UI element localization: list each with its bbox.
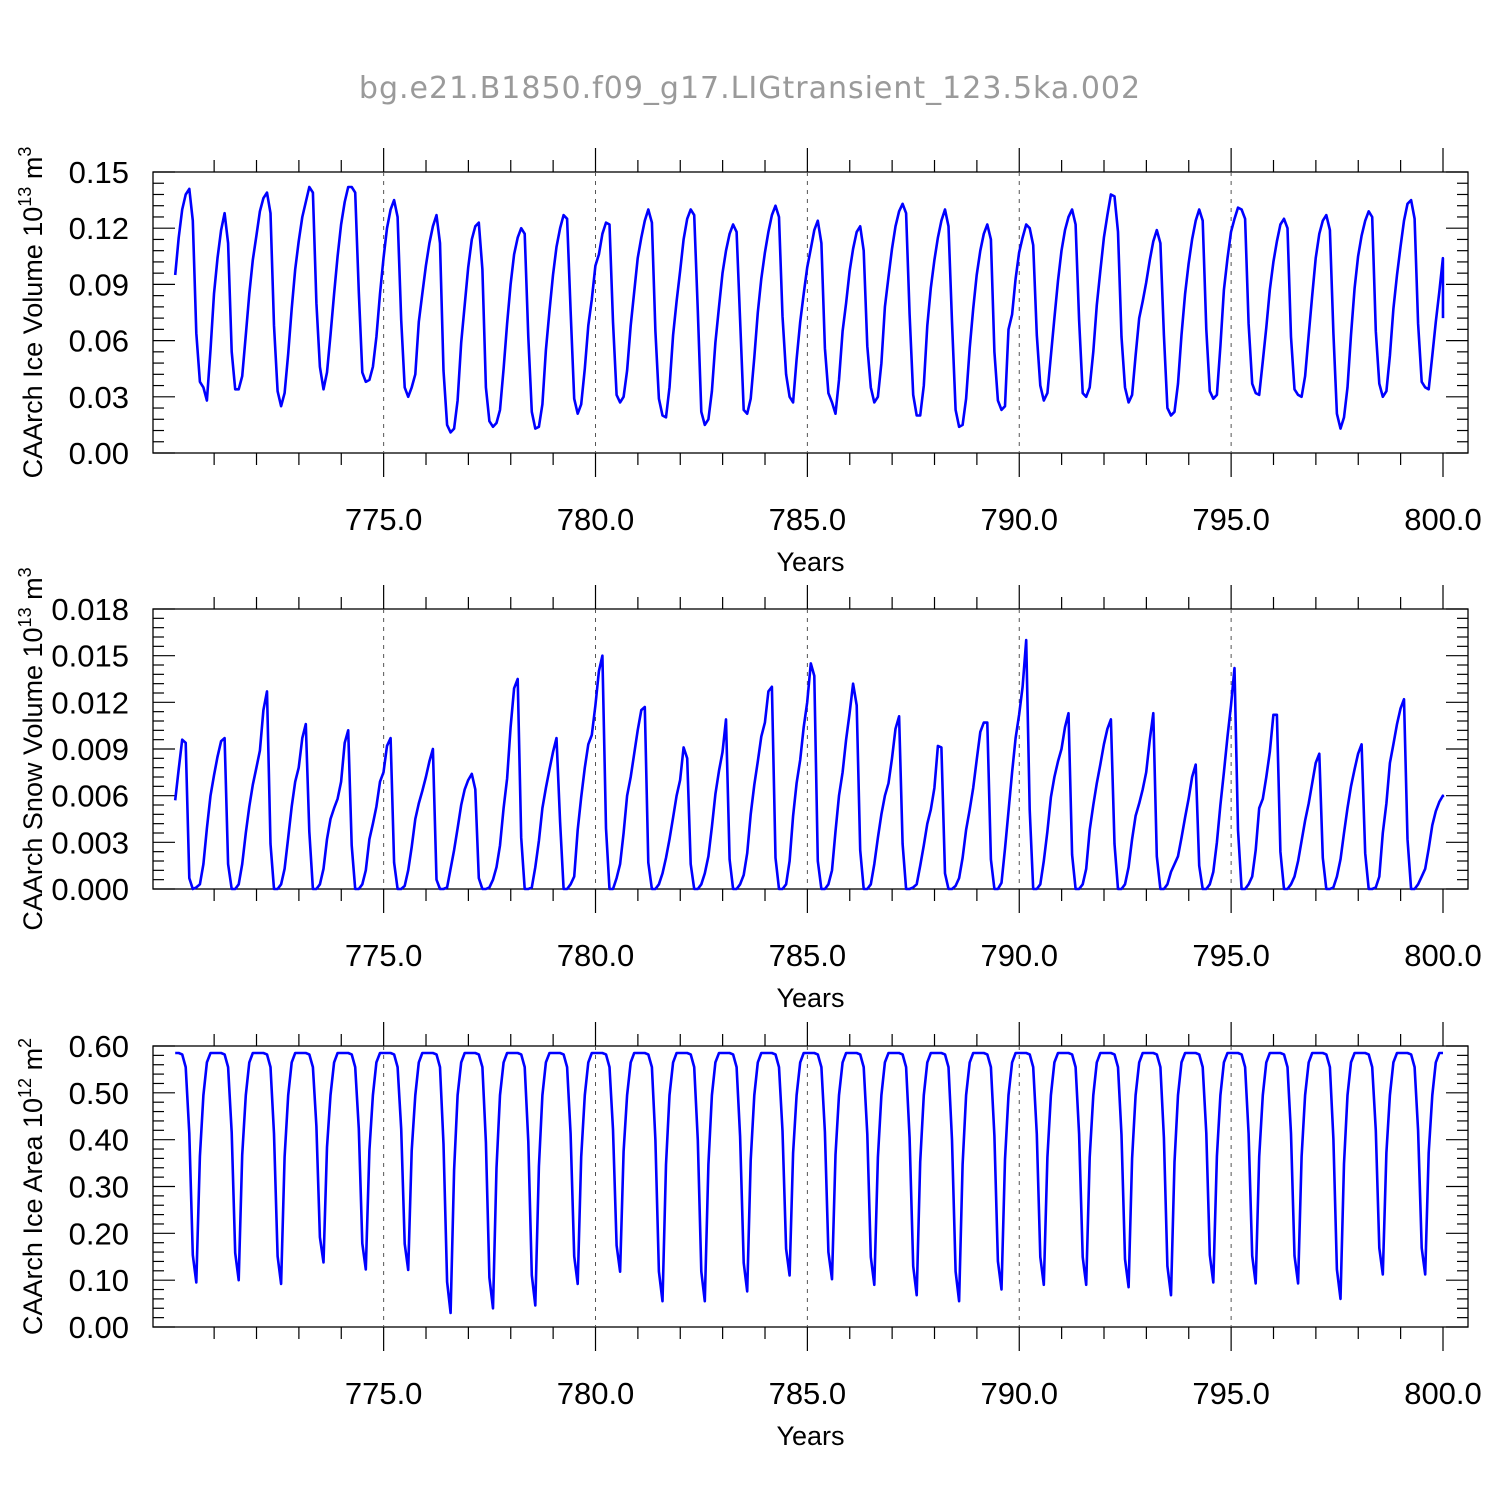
panel-ice-area: 0.00 0.10 0.20 0.30 0.40 0.50 0.60 775.0 780.0 78… [15,1022,1482,1451]
y-tick-label: 0.09 [69,267,129,302]
x-tick-label: 790.0 [980,938,1058,973]
data-series-line [173,638,1445,891]
x-axis-title: Years [776,547,844,577]
y-axis-title-superscript: 12 [15,1078,35,1098]
panel-ice-volume: 0.00 0.03 0.06 0.09 0.12 0.15 775.0 780.0 785.0 7… [15,147,1482,577]
y-tick-label: 0.00 [69,436,129,471]
y-tick-label: 0.03 [69,380,129,415]
x-tick-label: 780.0 [557,502,635,537]
y-tick-label: 0.003 [51,825,129,860]
x-tick-label: 790.0 [980,502,1058,537]
y-tick-label: 0.60 [69,1029,129,1064]
y-axis-title: CAArch Ice Area 1012 m2 [15,1038,48,1335]
x-tick-label: 780.0 [557,1376,635,1411]
y-axis-title: CAArch Snow Volume 1013 m3 [15,567,48,930]
data-series-line [173,185,1445,434]
panel-snow-volume: 0.000 0.003 0.006 0.009 0.012 0.015 0.018 775.0… [15,567,1482,1013]
data-series-line [175,1051,1445,1315]
x-tick-label: 785.0 [769,1376,847,1411]
y-axis-title-part: CAArch Ice Volume 10 [18,207,48,479]
x-tick-label: 795.0 [1192,502,1270,537]
y-tick-label: 0.06 [69,324,129,359]
x-tick-label: 785.0 [769,502,847,537]
x-tick-label: 790.0 [980,1376,1058,1411]
y-tick-label: 0.10 [69,1263,129,1298]
x-tick-label: 775.0 [345,938,423,973]
y-axis-title-part: m [18,577,48,607]
y-axis-title-part: m [18,157,48,187]
y-tick-label: 0.50 [69,1076,129,1111]
y-tick-label: 0.000 [51,872,129,907]
x-tick-label: 775.0 [345,1376,423,1411]
x-tick-label: 775.0 [345,502,423,537]
x-tick-label: 780.0 [557,938,635,973]
x-tick-label: 785.0 [769,938,847,973]
y-axis-title-superscript: 2 [15,1038,35,1048]
y-tick-label: 0.018 [51,592,129,627]
y-tick-label: 0.006 [51,779,129,814]
plot-frame [152,1045,1469,1328]
x-tick-label: 795.0 [1192,938,1270,973]
y-axis-title-superscript: 13 [15,607,35,627]
x-tick-label: 800.0 [1404,1376,1482,1411]
y-axis-title-part: CAArch Ice Area 10 [18,1098,48,1335]
y-tick-label: 0.40 [69,1123,129,1158]
x-axis-title: Years [776,1421,844,1451]
y-axis-title-part: m [18,1048,48,1078]
y-tick-label: 0.009 [51,732,129,767]
x-tick-label: 800.0 [1404,502,1482,537]
y-tick-label: 0.15 [69,155,129,190]
y-axis-title-superscript: 3 [15,567,35,577]
x-tick-label: 795.0 [1192,1376,1270,1411]
y-axis-title-part: CAArch Snow Volume 10 [18,627,48,930]
y-tick-label: 0.00 [69,1310,129,1345]
y-axis-title-superscript: 13 [15,187,35,207]
x-axis-title: Years [776,983,844,1013]
x-tick-label: 800.0 [1404,938,1482,973]
y-tick-label: 0.30 [69,1170,129,1205]
figure-title: bg.e21.B1850.f09_g17.LIGtransient_123.5k… [359,71,1141,106]
y-axis-title: CAArch Ice Volume 1013 m3 [15,147,48,479]
y-tick-label: 0.20 [69,1216,129,1251]
y-tick-label: 0.012 [51,685,129,720]
y-tick-label: 0.015 [51,639,129,674]
plot-frame [152,171,1469,454]
y-tick-label: 0.12 [69,211,129,246]
y-axis-title-superscript: 3 [15,147,35,157]
